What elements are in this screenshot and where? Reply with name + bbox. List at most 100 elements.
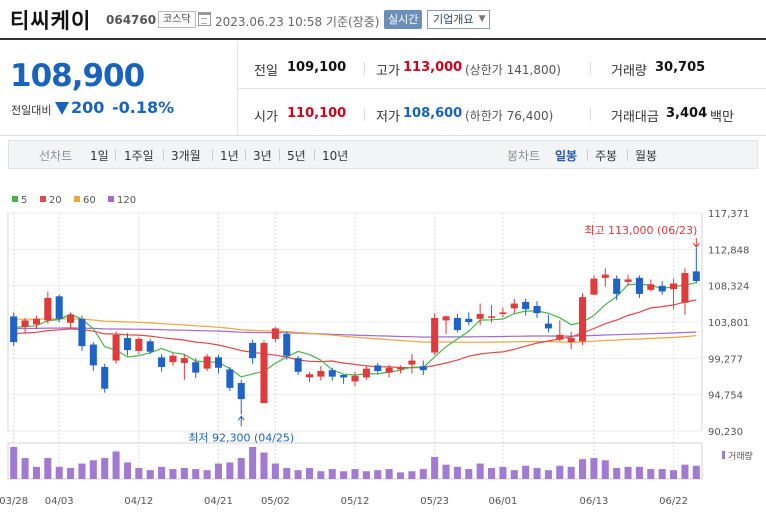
volume-bar [510, 470, 518, 479]
candle-body [101, 366, 109, 389]
volume-bar [374, 470, 382, 479]
period-bar: 선차트 1일 1주일 3개월 1년 3년 5년 10년 봉차트 일봉 주봉 월봉 [8, 140, 758, 169]
candle [556, 320, 564, 342]
candle-body [237, 383, 245, 400]
volume-bar [499, 466, 507, 479]
volume-bar [431, 456, 439, 479]
candle [55, 294, 63, 323]
divider [590, 108, 591, 121]
candle-monthly[interactable]: 월봉 [635, 149, 658, 163]
candle-body [214, 357, 223, 368]
legend-ma120: 120 [108, 195, 136, 206]
candle [567, 331, 575, 350]
volume-bar [544, 470, 552, 479]
period-1y[interactable]: 1년 [220, 149, 239, 163]
open-value: 110,100 [287, 106, 347, 121]
candle [328, 367, 336, 381]
realtime-button[interactable]: 실시간 [384, 10, 423, 29]
upper-limit: (상한가 141,800) [465, 63, 561, 77]
ma5-swatch [12, 196, 18, 202]
volume-bar [556, 465, 564, 479]
volume-bar [453, 466, 461, 479]
candle [192, 358, 200, 379]
candle-body [294, 358, 302, 372]
legend-ma20: 20 [40, 195, 62, 206]
volume-bar [522, 465, 530, 479]
period-5y[interactable]: 5년 [287, 149, 306, 163]
divider [245, 149, 246, 161]
volume-bar [476, 463, 484, 479]
period-1w[interactable]: 1주일 [124, 149, 154, 163]
volume-bar [55, 466, 63, 479]
candle [362, 366, 370, 380]
candle-body [123, 338, 131, 351]
period-1d[interactable]: 1일 [90, 149, 109, 163]
candle-body [442, 316, 450, 321]
candle [169, 353, 177, 366]
candle-body [579, 297, 587, 342]
candle-body [340, 375, 348, 378]
candle-chart-label: 봉차트 [507, 149, 541, 163]
candle [692, 248, 700, 284]
candle [522, 298, 530, 316]
low-value: 108,600 [403, 106, 463, 121]
volume-bar [635, 466, 643, 479]
candle-body [21, 320, 29, 327]
candle-body [419, 366, 427, 371]
candle [374, 362, 382, 375]
period-10y[interactable]: 10년 [322, 149, 349, 163]
volume-bar [533, 467, 541, 479]
volume-bar [692, 465, 700, 479]
divider [364, 108, 365, 121]
market-badge: 코스닥 [158, 11, 196, 28]
candle-daily[interactable]: 일봉 [555, 149, 578, 163]
candle-body [158, 357, 166, 367]
candle [249, 339, 257, 364]
x-tick-label: 03/28 [0, 496, 28, 507]
candle [78, 315, 86, 351]
volume-bar [21, 458, 29, 479]
period-3y[interactable]: 3년 [253, 149, 272, 163]
divider [238, 88, 766, 89]
candlestick-chart[interactable]: 117,371 112,848 108,324 103,801 99,277 94,754… [0, 200, 766, 526]
candle-body [670, 283, 678, 290]
candle-weekly[interactable]: 주봉 [595, 149, 618, 163]
y-tick-label: 108,324 [708, 282, 749, 293]
volume-bar [32, 466, 40, 479]
candle-body [533, 305, 541, 314]
x-tick-label: 06/22 [659, 496, 688, 507]
volume-bar [294, 470, 302, 479]
candle [647, 279, 655, 292]
candle-body [362, 368, 370, 378]
candle [681, 268, 689, 315]
candle [442, 315, 450, 335]
candle [271, 326, 279, 343]
x-tick-label: 04/21 [204, 496, 233, 507]
candle-body [305, 374, 314, 378]
candle [260, 340, 268, 404]
company-info-button[interactable]: 기업개요 ▼ [427, 10, 491, 29]
candle [510, 298, 518, 314]
candle-body [67, 314, 75, 323]
volume-bar [579, 459, 587, 479]
volume-bar [567, 466, 575, 479]
candle [351, 371, 359, 387]
ma60-swatch [74, 196, 80, 202]
candle [431, 313, 439, 355]
candle [613, 275, 621, 301]
volume-bar [670, 470, 678, 479]
volume-bar [169, 469, 177, 479]
high-annotation: 최고 113,000 (06/23) [584, 224, 697, 237]
volume-bar [78, 463, 86, 479]
candle-body [317, 371, 325, 377]
candle-body [180, 358, 188, 363]
volume-bar [590, 458, 598, 479]
candle [487, 305, 496, 323]
candle [101, 363, 109, 393]
candle [123, 333, 131, 356]
period-3m[interactable]: 3개월 [171, 149, 201, 163]
candle-body [556, 334, 564, 340]
volume-bar [385, 469, 393, 479]
candle [283, 331, 291, 360]
legend-ma60: 60 [74, 195, 96, 206]
